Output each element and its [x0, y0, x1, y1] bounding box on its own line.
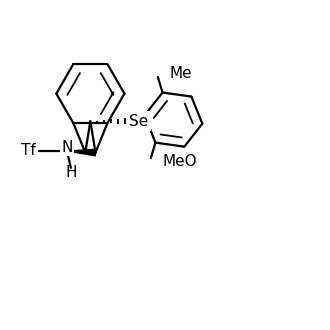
Text: MeO: MeO	[162, 154, 197, 169]
Polygon shape	[67, 149, 96, 156]
Text: Tf: Tf	[21, 144, 36, 158]
Text: Se: Se	[129, 114, 148, 129]
Text: H: H	[66, 165, 77, 180]
Text: Me: Me	[169, 66, 192, 81]
Text: N: N	[61, 140, 73, 154]
